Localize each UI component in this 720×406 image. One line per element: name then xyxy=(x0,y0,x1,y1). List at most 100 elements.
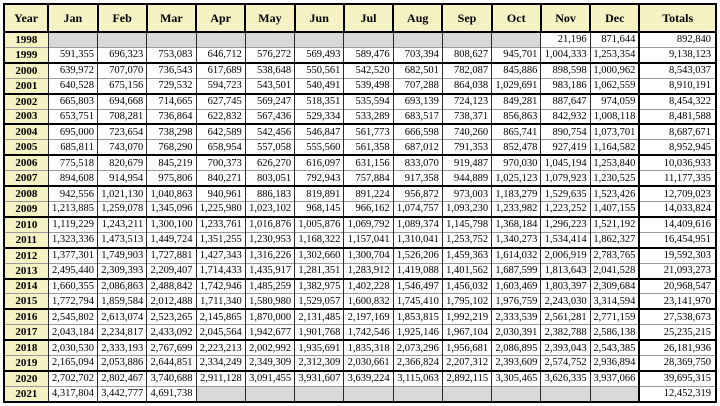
column-header-sep: Sep xyxy=(441,3,493,33)
month-value-cell: 3,091,455 xyxy=(245,369,296,387)
month-value-cell: 1,283,912 xyxy=(343,262,394,279)
month-value-cell: 1,976,759 xyxy=(491,293,542,310)
month-value-cell: 703,394 xyxy=(393,46,443,63)
month-value-cell: 1,164,582 xyxy=(590,139,641,156)
month-value-cell: 1,062,559 xyxy=(590,77,641,94)
month-value-cell: 1,302,660 xyxy=(294,246,345,264)
year-cell: 1998 xyxy=(4,30,49,48)
month-value-cell: 1,813,643 xyxy=(540,262,591,279)
month-value-cell: 708,281 xyxy=(97,108,148,125)
month-value-cell: 2,333,193 xyxy=(97,339,148,356)
column-header-dec: Dec xyxy=(589,3,641,33)
month-value-cell: 21,196 xyxy=(540,30,591,48)
month-value-cell: 2,312,309 xyxy=(294,355,345,371)
month-value-cell: 2,309,393 xyxy=(97,262,148,279)
total-value-cell: 8,910,191 xyxy=(639,77,716,94)
month-value-cell: 1,714,433 xyxy=(196,262,246,279)
month-value-cell: 1,168,322 xyxy=(294,231,345,248)
month-value-cell: 1,119,229 xyxy=(48,215,99,233)
month-value-cell: 1,402,228 xyxy=(343,277,394,294)
month-value-cell: 3,626,335 xyxy=(540,369,591,387)
month-value-cell: 666,598 xyxy=(393,123,443,140)
month-value-cell: 1,925,146 xyxy=(393,324,443,341)
month-value-cell: 2,366,824 xyxy=(393,355,443,371)
table-row-2004: 2004 695,000 723,654 738,298 642,589 542,456 5… xyxy=(4,123,716,140)
month-value-cell: 2,495,440 xyxy=(48,262,99,279)
month-value-cell: 2,349,309 xyxy=(245,355,296,371)
month-value-cell: 616,097 xyxy=(294,154,345,171)
month-value-cell: 687,012 xyxy=(393,139,443,156)
month-value-cell xyxy=(393,30,443,48)
month-value-cell: 546,847 xyxy=(294,123,345,140)
month-value-cell: 2,767,699 xyxy=(146,339,197,356)
month-value-cell: 1,534,414 xyxy=(540,231,591,248)
month-value-cell xyxy=(343,385,394,402)
total-value-cell: 26,181,936 xyxy=(639,339,716,356)
total-value-cell: 27,538,673 xyxy=(639,308,716,325)
month-value-cell: 820,679 xyxy=(97,154,148,171)
month-value-cell: 642,589 xyxy=(196,123,246,140)
month-value-cell: 2,207,312 xyxy=(442,355,493,371)
month-value-cell xyxy=(343,30,394,48)
month-value-cell: 4,691,738 xyxy=(146,385,197,402)
month-value-cell: 2,165,094 xyxy=(48,355,99,371)
month-value-cell: 2,802,467 xyxy=(97,369,148,387)
month-value-cell: 561,773 xyxy=(343,123,394,140)
year-cell: 2006 xyxy=(4,154,49,171)
table-row-2016: 2016 2,545,802 2,613,074 2,523,265 2,145,865… xyxy=(4,308,716,325)
month-value-cell: 1,419,088 xyxy=(393,262,443,279)
month-value-cell xyxy=(245,385,296,402)
month-value-cell xyxy=(393,385,443,402)
month-value-cell: 3,305,465 xyxy=(491,369,542,387)
month-value-cell: 2,771,159 xyxy=(590,308,641,325)
month-value-cell: 803,051 xyxy=(245,170,296,187)
month-value-cell: 1,089,374 xyxy=(393,215,443,233)
month-value-cell: 683,517 xyxy=(393,108,443,125)
year-cell: 2011 xyxy=(4,231,49,248)
month-value-cell: 927,419 xyxy=(540,139,591,156)
month-value-cell: 753,083 xyxy=(146,46,197,63)
year-cell: 2016 xyxy=(4,308,49,325)
month-value-cell xyxy=(294,385,345,402)
monthly-totals-table: Year Jan Feb Mar Apr May Jun Jul Aug Sep Oct Nov Dec… xyxy=(2,3,717,403)
month-value-cell: 3,314,594 xyxy=(590,293,641,310)
month-value-cell: 557,058 xyxy=(245,139,296,156)
month-value-cell: 538,648 xyxy=(245,61,296,79)
table-row-2012: 2012 1,377,301 1,749,903 1,727,881 1,427,343… xyxy=(4,246,716,264)
month-value-cell: 1,382,975 xyxy=(294,277,345,294)
month-value-cell: 653,751 xyxy=(48,108,99,125)
month-value-cell: 1,835,318 xyxy=(343,339,394,356)
month-value-cell: 695,000 xyxy=(48,123,99,140)
year-cell: 2021 xyxy=(4,385,49,402)
column-header-feb: Feb xyxy=(96,3,148,33)
total-value-cell: 16,454,951 xyxy=(639,231,716,248)
month-value-cell: 738,298 xyxy=(146,123,197,140)
month-value-cell: 898,598 xyxy=(540,61,591,79)
month-value-cell: 842,932 xyxy=(540,108,591,125)
month-value-cell: 1,526,206 xyxy=(393,246,443,264)
month-value-cell: 700,373 xyxy=(196,154,246,171)
month-value-cell: 768,290 xyxy=(146,139,197,156)
total-value-cell: 10,036,933 xyxy=(639,154,716,171)
month-value-cell: 561,358 xyxy=(343,139,394,156)
month-value-cell: 569,493 xyxy=(294,46,345,63)
month-value-cell: 1,008,118 xyxy=(590,108,641,125)
month-value-cell: 1,183,279 xyxy=(491,185,542,202)
month-value-cell: 1,795,102 xyxy=(442,293,493,310)
month-value-cell: 589,476 xyxy=(343,46,394,63)
month-value-cell: 627,745 xyxy=(196,92,246,110)
month-value-cell: 1,340,273 xyxy=(491,231,542,248)
month-value-cell: 1,281,351 xyxy=(294,262,345,279)
month-value-cell: 1,862,327 xyxy=(590,231,641,248)
total-value-cell: 21,093,273 xyxy=(639,262,716,279)
month-value-cell: 1,529,057 xyxy=(294,293,345,310)
total-value-cell: 892,840 xyxy=(639,30,716,48)
month-value-cell: 833,070 xyxy=(393,154,443,171)
month-value-cell: 1,742,546 xyxy=(343,324,394,341)
month-value-cell: 1,523,426 xyxy=(590,185,641,202)
month-value-cell: 3,442,777 xyxy=(97,385,148,402)
month-value-cell: 1,401,562 xyxy=(442,262,493,279)
month-value-cell: 518,351 xyxy=(294,92,345,110)
column-header-mar: Mar xyxy=(145,3,198,33)
month-value-cell: 894,608 xyxy=(48,170,99,187)
